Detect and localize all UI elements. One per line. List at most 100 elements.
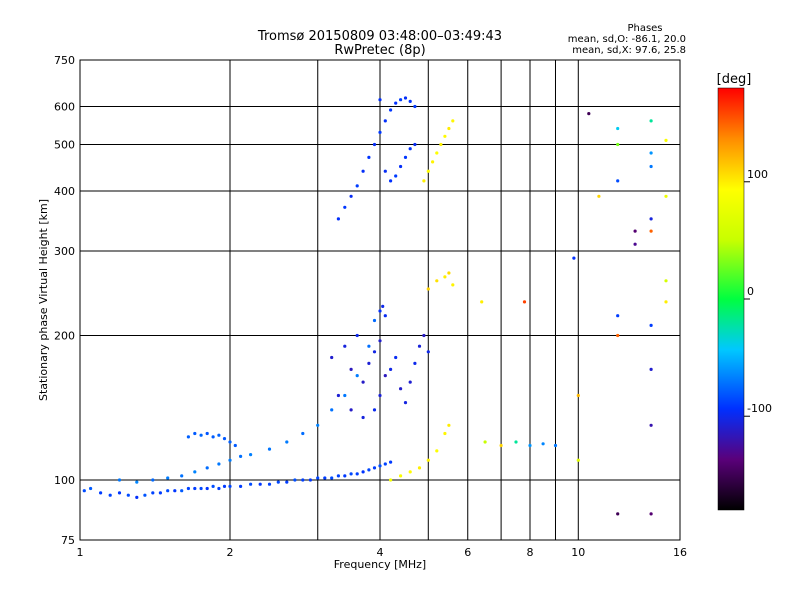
data-point xyxy=(267,447,272,451)
data-point xyxy=(361,470,365,474)
data-point xyxy=(349,367,353,371)
data-point xyxy=(193,431,197,436)
data-point xyxy=(451,119,455,123)
data-point xyxy=(361,169,365,173)
data-point xyxy=(408,380,412,384)
data-point xyxy=(228,484,232,488)
data-point xyxy=(553,443,558,448)
data-point xyxy=(649,367,653,371)
x-tick-label: 10 xyxy=(571,546,585,559)
data-point xyxy=(664,279,668,283)
data-point xyxy=(199,433,203,437)
data-point xyxy=(108,493,112,497)
data-point xyxy=(616,179,620,183)
data-point xyxy=(143,493,147,497)
data-point xyxy=(135,480,139,484)
x-tick-label: 16 xyxy=(673,546,687,559)
data-point xyxy=(378,98,382,102)
data-point xyxy=(394,174,398,178)
data-point xyxy=(389,108,393,112)
data-point xyxy=(394,101,398,105)
data-point xyxy=(82,489,86,493)
data-point xyxy=(158,491,162,495)
x-tick-label: 2 xyxy=(227,546,234,559)
colorbar-tick-label: 0 xyxy=(747,285,754,298)
data-point xyxy=(349,194,353,198)
x-tick-label: 8 xyxy=(527,546,534,559)
data-point xyxy=(587,112,591,116)
data-point xyxy=(649,119,653,123)
data-point xyxy=(572,256,576,260)
data-point xyxy=(443,275,447,279)
data-point xyxy=(649,217,653,221)
data-point xyxy=(222,484,227,488)
y-tick-label: 200 xyxy=(54,330,75,343)
data-point xyxy=(616,333,620,338)
data-point xyxy=(330,476,334,480)
data-point xyxy=(205,486,209,491)
data-point xyxy=(117,491,122,495)
data-point xyxy=(173,489,177,493)
data-point xyxy=(330,408,334,412)
data-point xyxy=(211,435,215,439)
data-point xyxy=(151,478,155,482)
data-point xyxy=(649,229,653,233)
data-point xyxy=(426,350,430,354)
data-point xyxy=(330,355,334,360)
data-point xyxy=(336,217,340,221)
data-point xyxy=(597,194,601,198)
data-point xyxy=(435,151,439,155)
data-point xyxy=(205,431,209,436)
data-point xyxy=(249,453,253,457)
data-point xyxy=(285,480,289,484)
data-point xyxy=(378,393,382,398)
y-tick-label: 300 xyxy=(54,245,75,258)
phases-x-line: mean, sd,X: 97.6, 25.8 xyxy=(572,45,686,56)
data-point xyxy=(431,160,435,164)
data-point xyxy=(323,476,327,480)
data-point xyxy=(258,482,262,486)
data-point xyxy=(343,393,347,398)
y-tick-label: 600 xyxy=(54,101,75,114)
data-point xyxy=(447,126,451,131)
chart-title: Tromsø 20150809 03:48:00–03:49:43 xyxy=(257,29,502,44)
data-point xyxy=(355,374,359,378)
data-point xyxy=(399,98,403,102)
data-point xyxy=(399,164,403,169)
data-point xyxy=(541,442,545,446)
data-point xyxy=(413,142,417,147)
data-point xyxy=(316,476,320,480)
data-point xyxy=(180,474,184,478)
data-point xyxy=(417,344,422,348)
data-point xyxy=(399,387,403,391)
data-point xyxy=(301,478,305,482)
data-point xyxy=(443,431,447,436)
data-point xyxy=(383,374,387,378)
x-tick-label: 1 xyxy=(77,546,84,559)
data-point xyxy=(649,512,653,516)
data-point xyxy=(649,151,653,155)
data-point xyxy=(367,155,371,159)
data-point xyxy=(413,104,417,109)
y-tick-label: 400 xyxy=(54,185,75,198)
y-tick-label: 750 xyxy=(54,54,75,67)
data-point xyxy=(361,415,365,420)
data-point xyxy=(389,478,393,482)
data-point xyxy=(285,440,289,444)
data-point xyxy=(408,470,412,474)
data-point xyxy=(166,489,170,493)
data-point xyxy=(514,440,518,444)
data-point xyxy=(211,484,215,488)
data-point xyxy=(649,423,653,427)
data-point xyxy=(413,361,417,365)
y-tick-label: 75 xyxy=(61,534,75,547)
data-point xyxy=(99,491,103,495)
data-point xyxy=(135,495,139,499)
data-point xyxy=(383,462,387,466)
data-point xyxy=(180,489,184,493)
data-point xyxy=(193,470,197,474)
data-point xyxy=(89,486,93,491)
data-point xyxy=(383,314,387,318)
data-point xyxy=(267,482,272,486)
